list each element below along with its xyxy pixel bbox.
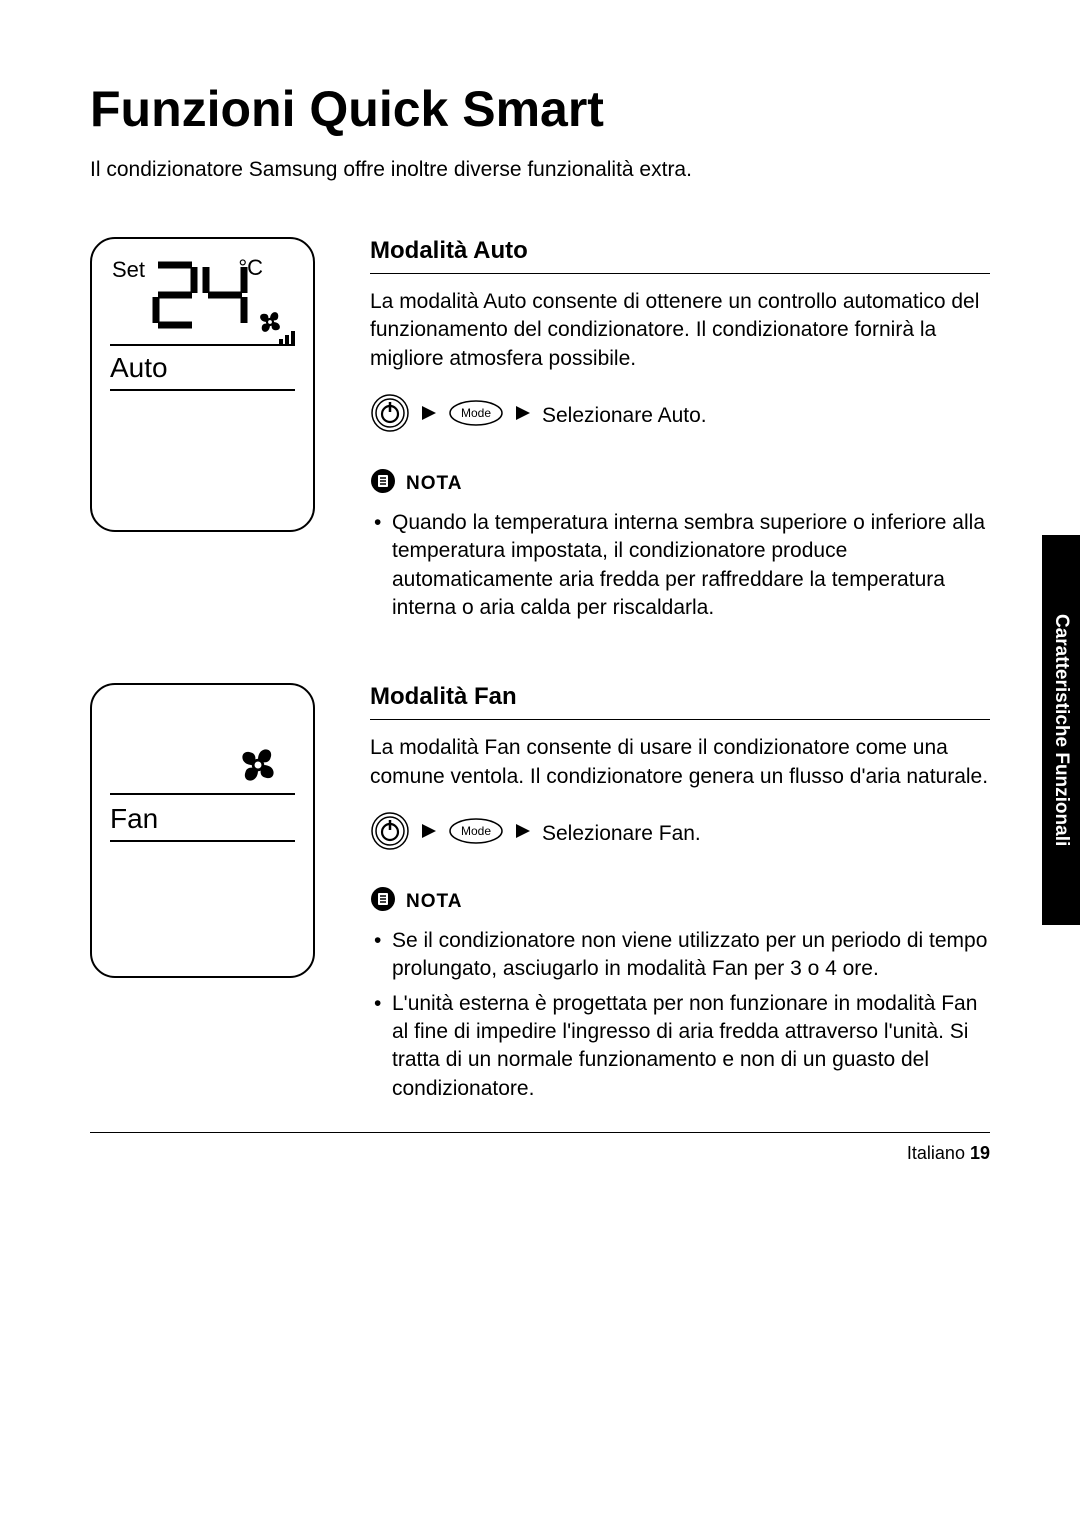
page-subtitle: Il condizionatore Samsung offre inoltre … (90, 158, 990, 182)
auto-notes-list: Quando la temperatura interna sembra sup… (370, 509, 990, 622)
mode-button-icon: Mode (448, 399, 504, 432)
arrow-right-icon (420, 822, 438, 845)
auto-instruction: Mode Selezionare Auto. (370, 393, 990, 438)
fan-instruction: Mode Selezionare Fan. (370, 811, 990, 856)
nota-header: NOTA (370, 468, 990, 499)
mode-button-label: Mode (461, 824, 491, 838)
power-icon (370, 393, 410, 438)
note-icon (370, 468, 396, 499)
display-set-label: Set (112, 257, 145, 283)
nota-label: NOTA (406, 473, 462, 495)
side-tab: Caratteristiche Funzionali (1042, 535, 1080, 925)
display-mode-label: Auto (110, 352, 168, 384)
footer-lang: Italiano (907, 1143, 965, 1163)
arrow-right-icon (514, 822, 532, 845)
nota-header: NOTA (370, 886, 990, 917)
fan-text-column: Modalità Fan La modalità Fan consente di… (370, 683, 990, 1109)
display-divider (110, 840, 295, 842)
list-item: Se il condizionatore non viene utilizzat… (392, 927, 990, 984)
arrow-right-icon (514, 404, 532, 427)
fan-row: Fan Modalità Fan La modalità Fan consent… (90, 683, 990, 1109)
arrow-right-icon (420, 404, 438, 427)
page-title: Funzioni Quick Smart (90, 80, 990, 138)
auto-instruction-text: Selezionare Auto. (542, 404, 707, 428)
auto-body: La modalità Auto consente di ottenere un… (370, 288, 990, 373)
display-divider (110, 344, 295, 346)
page-footer: Italiano 19 (90, 1132, 990, 1164)
fan-notes-list: Se il condizionatore non viene utilizzat… (370, 927, 990, 1103)
nota-label: NOTA (406, 891, 462, 913)
display-unit: °C (238, 255, 263, 281)
display-divider (110, 389, 295, 391)
fan-icon (233, 740, 283, 795)
display-auto: Set (90, 237, 315, 532)
fan-body: La modalità Fan consente di usare il con… (370, 734, 990, 791)
display-fan: Fan (90, 683, 315, 978)
display-mode-label: Fan (110, 803, 158, 835)
note-icon (370, 886, 396, 917)
footer-page: 19 (970, 1143, 990, 1163)
list-item: Quando la temperatura interna sembra sup… (392, 509, 990, 622)
display-divider (110, 793, 295, 795)
mode-button-icon: Mode (448, 817, 504, 850)
auto-row: Set (90, 237, 990, 628)
power-icon (370, 811, 410, 856)
signal-bars-icon (279, 329, 301, 350)
list-item: L'unità esterna è progettata per non fun… (392, 990, 990, 1103)
auto-text-column: Modalità Auto La modalità Auto consente … (370, 237, 990, 628)
auto-heading: Modalità Auto (370, 237, 990, 274)
mode-button-label: Mode (461, 406, 491, 420)
fan-instruction-text: Selezionare Fan. (542, 822, 701, 846)
fan-heading: Modalità Fan (370, 683, 990, 720)
display-temp-value (152, 257, 252, 342)
